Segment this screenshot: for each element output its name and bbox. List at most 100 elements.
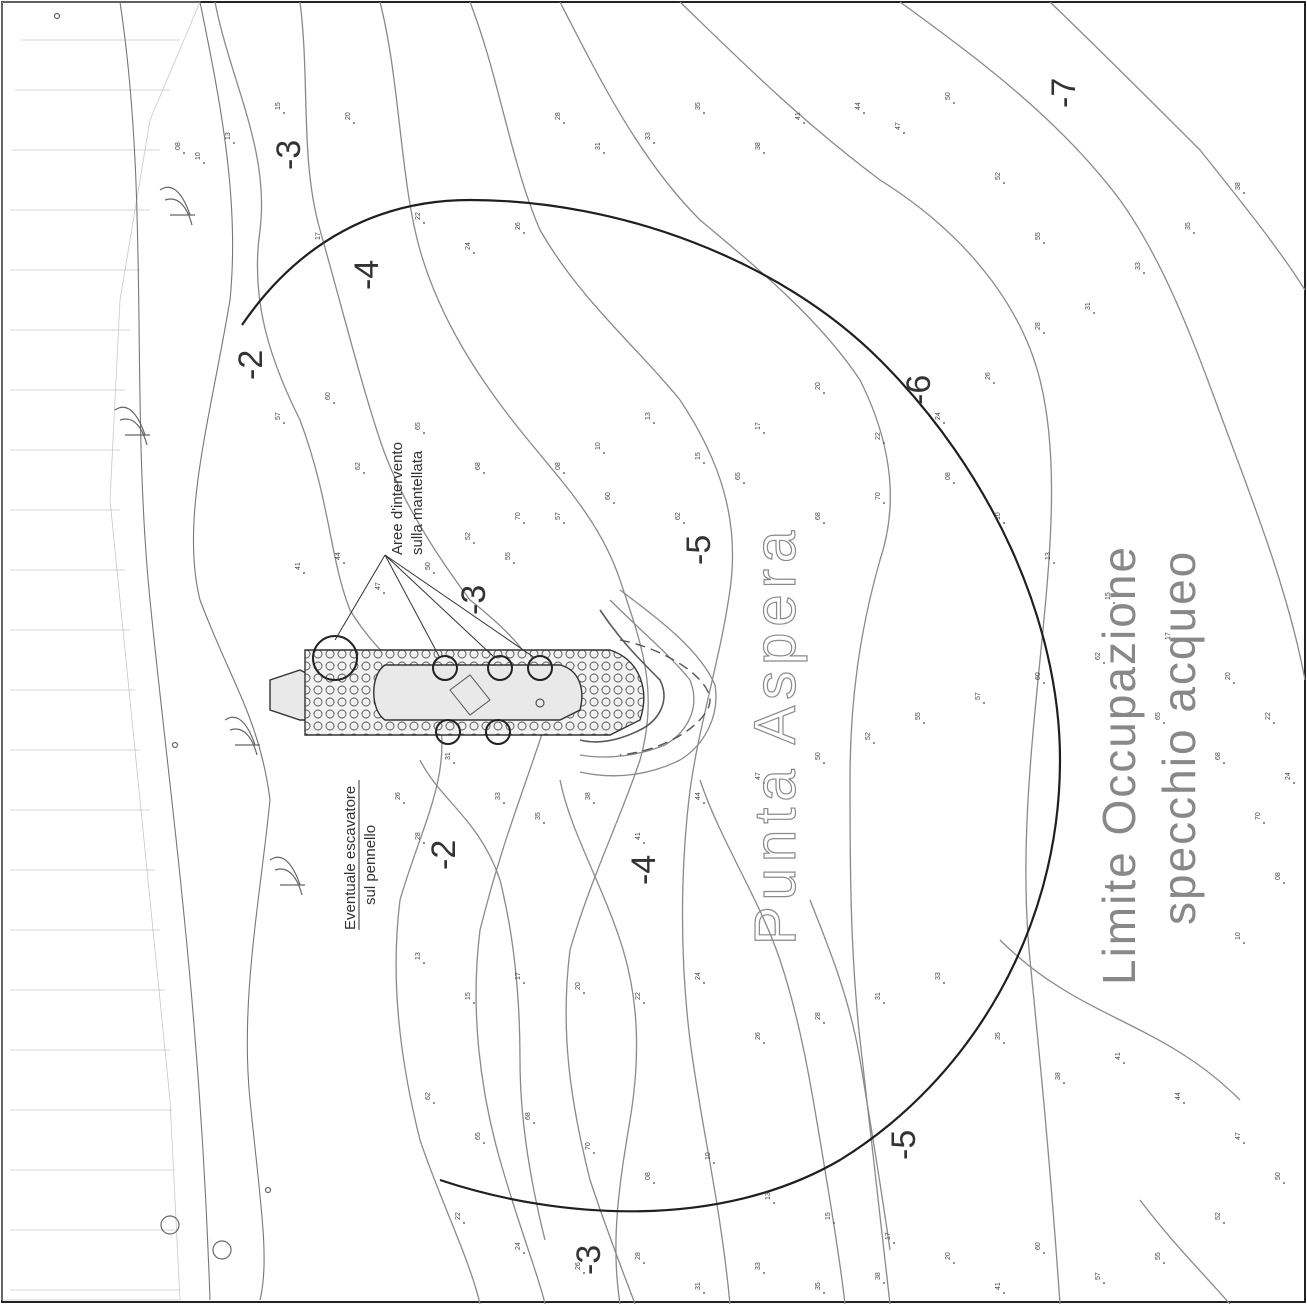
sounding-dot	[743, 482, 745, 484]
sounding-value: 38	[1235, 182, 1242, 190]
sounding-dot	[1103, 662, 1105, 664]
sounding-value: 13	[415, 952, 422, 960]
sounding-dot	[993, 382, 995, 384]
sounding-value: 17	[315, 232, 322, 240]
sounding-value: 13	[1045, 552, 1052, 560]
sounding-dot	[823, 762, 825, 764]
sounding-dot	[423, 222, 425, 224]
sounding-value: 41	[295, 562, 302, 570]
sounding-value: 50	[1275, 1172, 1282, 1180]
sounding-dot	[883, 1282, 885, 1284]
intervention-note-line2: sulla mantellata	[409, 450, 426, 555]
sounding-dot	[483, 1142, 485, 1144]
sounding-value: 13	[225, 132, 232, 140]
intervention-circle	[432, 655, 458, 681]
sounding-value: 47	[895, 122, 902, 130]
sounding-value: 26	[575, 1262, 582, 1270]
sounding-dot	[863, 112, 865, 114]
breakwater	[269, 639, 711, 756]
contour-label: -3	[270, 140, 308, 170]
sounding-value: 65	[1155, 712, 1162, 720]
contour-label: -7	[1045, 78, 1083, 108]
sounding-dot	[643, 1262, 645, 1264]
limit-label-line1: Limite Occupazione	[1093, 545, 1145, 985]
sounding-dot	[763, 1272, 765, 1274]
sounding-value: 17	[755, 422, 762, 430]
contour-label: -5	[885, 1130, 923, 1160]
sounding-dot	[1263, 822, 1265, 824]
sounding-value: 13	[765, 1192, 772, 1200]
sounding-value: 35	[535, 812, 542, 820]
sounding-dot	[903, 132, 905, 134]
pier-deck	[373, 664, 583, 721]
sounding-dot	[333, 402, 335, 404]
sounding-dot	[513, 562, 515, 564]
sounding-dot	[233, 142, 235, 144]
sounding-dot	[763, 432, 765, 434]
sounding-value: 15	[1105, 592, 1112, 600]
sounding-value: 68	[525, 1112, 532, 1120]
sounding-dot	[1003, 522, 1005, 524]
sounding-value: 57	[555, 512, 562, 520]
sounding-dot	[703, 462, 705, 464]
sounding-dot	[653, 422, 655, 424]
sounding-value: 31	[445, 752, 452, 760]
sounding-dot	[683, 522, 685, 524]
circle-symbol	[212, 1240, 232, 1260]
sounding-value: 35	[995, 1032, 1002, 1040]
sounding-dot	[763, 782, 765, 784]
sounding-value: 28	[815, 1012, 822, 1020]
sounding-value: 68	[1215, 752, 1222, 760]
sounding-dot	[473, 252, 475, 254]
sounding-value: 15	[275, 102, 282, 110]
sounding-dot	[303, 572, 305, 574]
sounding-value: 35	[1185, 222, 1192, 230]
sounding-dot	[533, 1122, 535, 1124]
sounding-value: 52	[1215, 1212, 1222, 1220]
sounding-dot	[1273, 722, 1275, 724]
sounding-dot	[473, 1002, 475, 1004]
sounding-value: 57	[975, 692, 982, 700]
sounding-dot	[803, 122, 805, 124]
sounding-value: 62	[675, 512, 682, 520]
sounding-dot	[983, 702, 985, 704]
sounding-dot	[1003, 182, 1005, 184]
sounding-dot	[353, 122, 355, 124]
intervention-note: Aree d'intervento sulla mantellata	[389, 442, 426, 555]
sounding-dot	[823, 1292, 825, 1294]
sounding-value: 15	[695, 452, 702, 460]
sounding-value: 55	[505, 552, 512, 560]
sounding-value: 31	[595, 142, 602, 150]
sounding-value: 33	[495, 792, 502, 800]
sounding-value: 20	[815, 382, 822, 390]
sounding-value: 26	[515, 222, 522, 230]
sounding-value: 26	[395, 792, 402, 800]
sounding-value: 15	[465, 992, 472, 1000]
sounding-value: 70	[515, 512, 522, 520]
sounding-value: 08	[555, 462, 562, 470]
sounding-value: 10	[595, 442, 602, 450]
sounding-dot	[653, 1182, 655, 1184]
sounding-dot	[543, 822, 545, 824]
place-name: Punta Aspera	[743, 525, 808, 945]
sounding-value: 35	[695, 102, 702, 110]
sounding-value: 70	[875, 492, 882, 500]
sounding-dot	[483, 472, 485, 474]
sounding-dot	[453, 762, 455, 764]
sounding-value: 62	[425, 1092, 432, 1100]
sounding-value: 38	[755, 142, 762, 150]
sounding-dot	[1223, 762, 1225, 764]
sounding-value: 55	[915, 712, 922, 720]
contour-label: -5	[680, 535, 718, 565]
sounding-value: 13	[645, 412, 652, 420]
sounding-value: 26	[985, 372, 992, 380]
sounding-dot	[1053, 562, 1055, 564]
sounding-dot	[403, 802, 405, 804]
vegetation-symbols	[53, 12, 305, 1260]
sounding-value: 62	[1095, 652, 1102, 660]
sounding-value: 24	[935, 412, 942, 420]
contour-label: -3	[455, 585, 493, 615]
depth-contours	[214, 1, 1306, 1304]
sounding-dot	[593, 802, 595, 804]
